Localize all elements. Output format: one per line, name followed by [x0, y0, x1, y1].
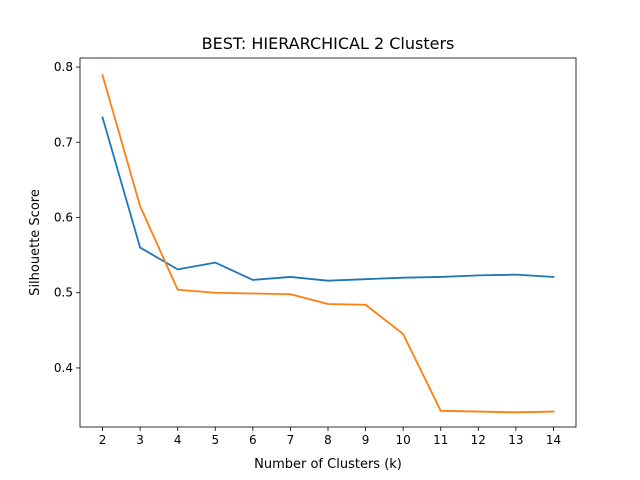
series-layer — [101, 74, 555, 414]
series-line-2 — [101, 74, 555, 414]
plot-frame — [80, 58, 576, 427]
y-tick-label: 0.5 — [54, 286, 73, 300]
x-axis-label: Number of Clusters (k) — [254, 457, 402, 472]
chart-title: BEST: HIERARCHICAL 2 Clusters — [202, 34, 455, 53]
x-tick-label: 2 — [99, 433, 107, 447]
x-tick-label: 6 — [249, 433, 257, 447]
x-tick-label: 13 — [508, 433, 523, 447]
x-tick-label: 7 — [287, 433, 295, 447]
x-tick-label: 12 — [471, 433, 486, 447]
x-tick-label: 11 — [433, 433, 448, 447]
series-line-1 — [101, 116, 555, 282]
plot-area — [79, 57, 577, 428]
x-tick-label: 14 — [546, 433, 561, 447]
y-axis-ticks: 0.4 0.5 0.6 0.7 0.8 — [54, 60, 80, 375]
x-tick-label: 10 — [396, 433, 411, 447]
x-tick-label: 9 — [362, 433, 370, 447]
y-tick-label: 0.6 — [54, 210, 73, 224]
y-tick-label: 0.4 — [54, 361, 73, 375]
x-tick-label: 8 — [324, 433, 332, 447]
x-tick-label: 5 — [211, 433, 219, 447]
x-axis-ticks: 2 3 4 5 6 7 8 9 10 11 12 13 14 — [99, 427, 561, 447]
x-tick-label: 3 — [136, 433, 144, 447]
y-tick-label: 0.7 — [54, 135, 73, 149]
x-tick-label: 4 — [174, 433, 182, 447]
y-axis-label: Silhouette Score — [28, 189, 43, 296]
y-tick-label: 0.8 — [54, 60, 73, 74]
